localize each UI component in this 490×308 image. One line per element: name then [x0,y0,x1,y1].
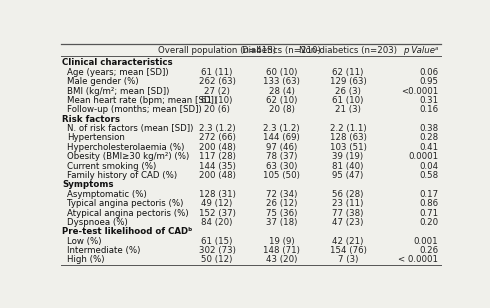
Text: 0.04: 0.04 [419,162,438,171]
Text: 50 (12): 50 (12) [201,256,233,265]
Text: N. of risk factors (mean [SD]): N. of risk factors (mean [SD]) [67,124,194,133]
Text: 75 (36): 75 (36) [266,209,297,217]
Text: 21 (3): 21 (3) [335,105,361,114]
Text: 0.28: 0.28 [419,133,438,143]
Text: 0.58: 0.58 [419,171,438,180]
Text: 262 (63): 262 (63) [198,77,235,86]
Text: 61 (10): 61 (10) [332,96,364,105]
Text: 63 (30): 63 (30) [266,162,297,171]
Text: Follow-up (months; mean [SD]): Follow-up (months; mean [SD]) [67,105,202,114]
Text: Clinical characteristics: Clinical characteristics [62,59,172,67]
Text: 26 (12): 26 (12) [266,199,297,208]
Text: Intermediate (%): Intermediate (%) [67,246,141,255]
Text: 0.0001: 0.0001 [408,152,438,161]
Text: 200 (48): 200 (48) [198,171,235,180]
Text: 72 (34): 72 (34) [266,190,297,199]
Text: 26 (3): 26 (3) [335,87,361,95]
Text: 0.31: 0.31 [419,96,438,105]
Text: < 0.0001: < 0.0001 [398,256,438,265]
Text: Hypertension: Hypertension [67,133,125,143]
Text: 61 (15): 61 (15) [201,237,233,246]
Text: Hypercholesterolaemia (%): Hypercholesterolaemia (%) [67,143,185,152]
Text: 128 (63): 128 (63) [329,133,367,143]
Text: 77 (38): 77 (38) [332,209,364,217]
Text: 0.95: 0.95 [419,77,438,86]
Text: 2.3 (1.2): 2.3 (1.2) [198,124,235,133]
Text: 154 (76): 154 (76) [329,246,367,255]
Text: 0.06: 0.06 [419,68,438,77]
Text: 43 (20): 43 (20) [266,256,297,265]
Text: 200 (48): 200 (48) [198,143,235,152]
Text: <0.0001: <0.0001 [401,87,438,95]
Text: 61 (11): 61 (11) [201,68,233,77]
Text: High (%): High (%) [67,256,105,265]
Text: 105 (50): 105 (50) [263,171,300,180]
Text: Asymptomatic (%): Asymptomatic (%) [67,190,147,199]
Text: 81 (40): 81 (40) [332,162,364,171]
Text: 2.2 (1.1): 2.2 (1.1) [330,124,366,133]
Text: 0.26: 0.26 [419,246,438,255]
Text: Typical angina pectoris (%): Typical angina pectoris (%) [67,199,184,208]
Text: Male gender (%): Male gender (%) [67,77,139,86]
Text: 49 (12): 49 (12) [201,199,233,208]
Text: 56 (28): 56 (28) [332,190,364,199]
Text: 62 (10): 62 (10) [266,96,297,105]
Text: 39 (19): 39 (19) [332,152,364,161]
Text: p Valueᵃ: p Valueᵃ [403,46,438,55]
Text: 97 (46): 97 (46) [266,143,297,152]
Text: Diabetics (n=210): Diabetics (n=210) [242,46,321,55]
Text: 144 (35): 144 (35) [198,162,235,171]
Text: Age (years; mean [SD]): Age (years; mean [SD]) [67,68,169,77]
Text: 42 (21): 42 (21) [332,237,364,246]
Text: 37 (18): 37 (18) [266,218,297,227]
Text: Dyspnoea (%): Dyspnoea (%) [67,218,128,227]
Text: 103 (51): 103 (51) [329,143,367,152]
Text: 0.17: 0.17 [419,190,438,199]
Text: 95 (47): 95 (47) [332,171,364,180]
Text: 272 (66): 272 (66) [198,133,235,143]
Text: 62 (11): 62 (11) [332,68,364,77]
Text: 84 (20): 84 (20) [201,218,233,227]
Text: Overall population (n=413): Overall population (n=413) [158,46,276,55]
Text: Risk factors: Risk factors [62,115,120,124]
Text: 2.3 (1.2): 2.3 (1.2) [263,124,300,133]
Text: 20 (6): 20 (6) [204,105,230,114]
Text: Low (%): Low (%) [67,237,102,246]
Text: 28 (4): 28 (4) [269,87,294,95]
Text: Symptoms: Symptoms [62,180,114,189]
Text: 27 (2): 27 (2) [204,87,230,95]
Text: 61 (10): 61 (10) [201,96,233,105]
Text: 0.41: 0.41 [419,143,438,152]
Text: 0.86: 0.86 [419,199,438,208]
Text: 117 (28): 117 (28) [198,152,235,161]
Text: 47 (23): 47 (23) [332,218,364,227]
Text: 0.38: 0.38 [419,124,438,133]
Text: 148 (71): 148 (71) [263,246,300,255]
Text: 7 (3): 7 (3) [338,256,358,265]
Text: 144 (69): 144 (69) [263,133,300,143]
Text: 0.71: 0.71 [419,209,438,217]
Text: Non-diabetics (n=203): Non-diabetics (n=203) [299,46,397,55]
Text: 0.001: 0.001 [414,237,438,246]
Text: 60 (10): 60 (10) [266,68,297,77]
Text: 20 (8): 20 (8) [269,105,294,114]
Text: 78 (37): 78 (37) [266,152,297,161]
Text: Obesity (BMI≥30 kg/m²) (%): Obesity (BMI≥30 kg/m²) (%) [67,152,190,161]
Text: Family history of CAD (%): Family history of CAD (%) [67,171,177,180]
Text: Pre-test likelihood of CADᵇ: Pre-test likelihood of CADᵇ [62,227,193,236]
Text: Atypical angina pectoris (%): Atypical angina pectoris (%) [67,209,189,217]
Text: 133 (63): 133 (63) [263,77,300,86]
Text: 128 (31): 128 (31) [198,190,235,199]
Text: 302 (73): 302 (73) [198,246,235,255]
Text: Mean heart rate (bpm; mean [SD]): Mean heart rate (bpm; mean [SD]) [67,96,218,105]
Text: BMI (kg/m²; mean [SD]): BMI (kg/m²; mean [SD]) [67,87,170,95]
Text: 152 (37): 152 (37) [198,209,235,217]
Text: 0.20: 0.20 [419,218,438,227]
Text: Current smoking (%): Current smoking (%) [67,162,157,171]
Text: 129 (63): 129 (63) [330,77,367,86]
Text: 0.16: 0.16 [419,105,438,114]
Text: 19 (9): 19 (9) [269,237,294,246]
Text: 23 (11): 23 (11) [332,199,364,208]
